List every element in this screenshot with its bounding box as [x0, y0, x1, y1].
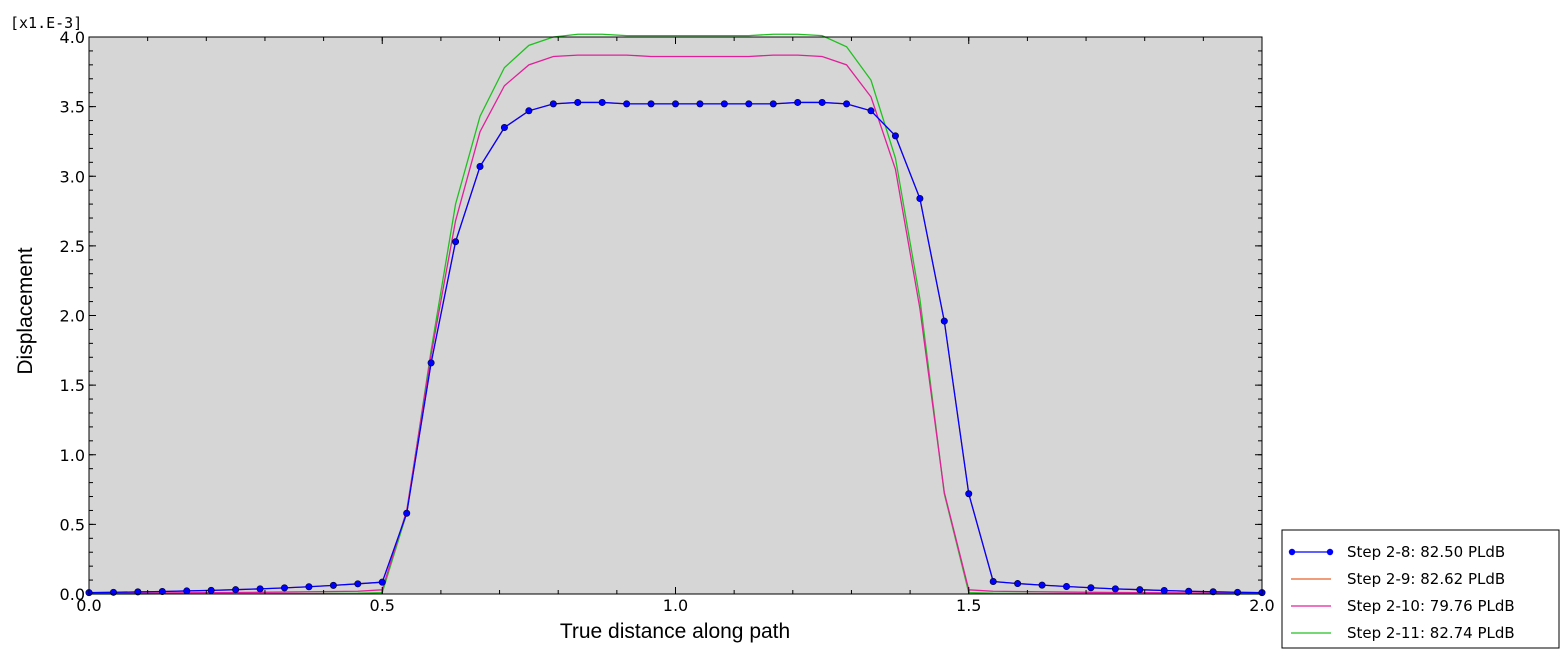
legend-label-1: Step 2-8: 82.50 PLdB [1347, 543, 1505, 561]
series-point-1 [598, 98, 606, 106]
series-point-1 [843, 100, 851, 108]
y-tick-label: 0.0 [60, 585, 85, 604]
series-point-1 [525, 107, 533, 115]
series-point-1 [671, 100, 679, 108]
series-point-1 [500, 124, 508, 132]
series-point-1 [452, 238, 460, 246]
y-tick-label: 0.5 [60, 515, 85, 534]
series-point-1 [1087, 584, 1095, 592]
series-point-1 [109, 588, 117, 596]
plot-area-background [89, 37, 1262, 594]
series-point-1 [378, 578, 386, 586]
series-point-1 [549, 100, 557, 108]
y-tick-label: 3.0 [60, 167, 85, 186]
legend-label-3: Step 2-10: 79.76 PLdB [1347, 597, 1515, 615]
legend-marker [1288, 548, 1296, 556]
series-point-1 [745, 100, 753, 108]
tick-layer: 0.0 0.5 1.0 1.5 2.0 0.0 0.5 1.0 1.5 2.0 2.5 3.0 3.5 4… [60, 28, 1275, 615]
legend-label-2: Step 2-9: 82.62 PLdB [1347, 570, 1505, 588]
series-point-1 [574, 98, 582, 106]
series-point-1 [1111, 585, 1119, 593]
y-tick-label: 1.0 [60, 446, 85, 465]
series-point-1 [1185, 587, 1193, 595]
series-point-1 [256, 585, 264, 593]
y-tick-label: 3.5 [60, 98, 85, 117]
y-multiplier-label: [x1.E-3] [10, 14, 82, 32]
series-point-1 [940, 317, 948, 325]
y-axis-title: Displacement [14, 247, 37, 374]
legend-marker [1326, 548, 1334, 556]
y-tick-label: 1.5 [60, 376, 85, 395]
series-point-1 [720, 100, 728, 108]
series-layer [85, 33, 1266, 597]
legend-label-4: Step 2-11: 82.74 PLdB [1347, 624, 1515, 642]
x-tick-label: 0.0 [76, 596, 101, 615]
x-tick-label: 1.0 [663, 596, 688, 615]
series-point-1 [891, 132, 899, 140]
series-point-1 [305, 583, 313, 591]
series-point-1 [427, 359, 435, 367]
series-point-1 [1234, 588, 1242, 596]
legend: Step 2-8: 82.50 PLdB Step 2-9: 82.62 PLdB… [1281, 529, 1560, 649]
series-point-1 [818, 98, 826, 106]
x-tick-label: 2.0 [1249, 596, 1274, 615]
series-point-1 [183, 587, 191, 595]
series-point-1 [329, 581, 337, 589]
series-line-3 [88, 54, 1263, 594]
series-point-1 [623, 100, 631, 108]
series-point-1 [647, 100, 655, 108]
series-point-1 [769, 100, 777, 108]
series-point-1 [696, 100, 704, 108]
series-point-1 [989, 577, 997, 585]
series-point-1 [232, 586, 240, 594]
series-point-1 [354, 580, 362, 588]
series-point-1 [1209, 588, 1217, 596]
series-point-1 [476, 163, 484, 171]
series-point-1 [916, 195, 924, 203]
y-tick-label: 2.5 [60, 237, 85, 256]
y-tick-label: 2.0 [60, 307, 85, 326]
series-point-1 [1063, 582, 1071, 590]
series-point-1 [1136, 586, 1144, 594]
series-point-1 [158, 587, 166, 595]
series-point-1 [1014, 580, 1022, 588]
y-tick-label: 4.0 [60, 28, 85, 47]
x-tick-label: 0.5 [370, 596, 395, 615]
series-point-1 [403, 509, 411, 517]
series-point-1 [794, 98, 802, 106]
series-point-1 [867, 107, 875, 115]
series-point-1 [965, 490, 973, 498]
series-point-1 [207, 586, 215, 594]
series-point-1 [1038, 581, 1046, 589]
series-point-1 [280, 584, 288, 592]
series-point-1 [1160, 587, 1168, 595]
x-axis-title: True distance along path [560, 620, 790, 643]
x-tick-label: 1.5 [956, 596, 981, 615]
